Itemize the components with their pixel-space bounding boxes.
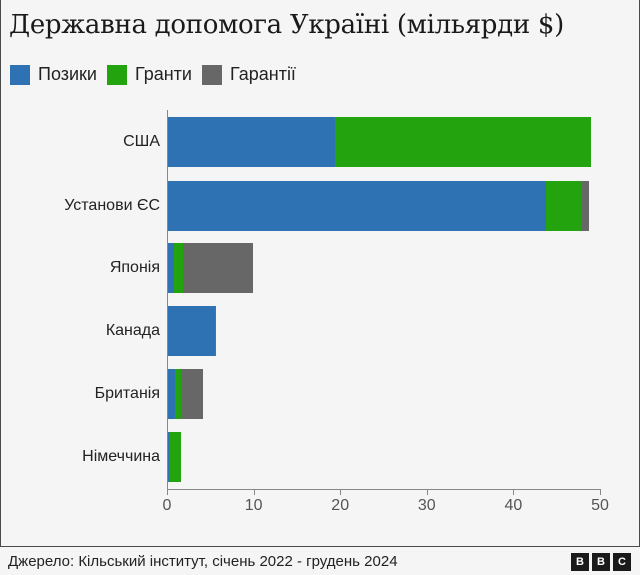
bar-segment-guarantees (180, 369, 203, 419)
bar-britain (168, 369, 203, 419)
category-label-germany: Німеччина (82, 448, 160, 465)
bar-segment-loans (168, 243, 175, 293)
legend-label-loans: Позики (38, 64, 97, 84)
x-tick-label: 10 (244, 497, 263, 514)
bar-segment-loans (168, 432, 169, 482)
bar-japan (168, 243, 253, 293)
x-tick (167, 489, 168, 495)
x-tick-label: 50 (591, 497, 609, 514)
x-tick (426, 489, 428, 495)
category-label-canada: Канада (105, 322, 160, 339)
x-tick-label: 30 (417, 497, 436, 514)
legend-item-grants: Гранти (106, 64, 192, 85)
bar-segment-loans (168, 369, 175, 419)
bar-canada (168, 306, 216, 356)
bar-eu (168, 181, 589, 231)
bar-segment-loans (168, 306, 215, 356)
x-tick (600, 489, 601, 495)
x-axis-line (167, 489, 601, 490)
x-tick (513, 489, 515, 495)
bar-segment-loans (168, 117, 336, 167)
bar-usa (168, 117, 591, 167)
category-label-usa: США (123, 133, 160, 150)
bar-segment-grants (168, 432, 181, 482)
bar-segment-grants (335, 117, 591, 167)
legend-swatch-loans (10, 64, 30, 85)
bar-segment-guarantees (182, 243, 253, 293)
x-tick-label: 40 (504, 497, 523, 514)
x-tick-label: 0 (162, 497, 172, 514)
bbc-logo: B B C (568, 553, 631, 571)
category-label-japan: Японія (109, 259, 160, 276)
legend-swatch-grants (106, 64, 127, 85)
bar-segment-grants (545, 181, 582, 231)
legend-item-loans: Позики (10, 64, 97, 85)
legend-item-guarantees: Гарантії (201, 64, 296, 85)
chart-legend: Позики Гранти Гарантії (10, 64, 306, 85)
legend-label-grants: Гранти (134, 64, 192, 84)
bar-segment-grants (214, 306, 216, 356)
bar-segment-guarantees (581, 181, 589, 231)
legend-swatch-guarantees (201, 64, 222, 85)
y-axis-line (167, 110, 168, 490)
category-label-eu: Установи ЄС (64, 197, 160, 214)
category-label-britain: Британія (94, 385, 160, 402)
bar-segment-grants (174, 369, 181, 419)
x-tick (340, 489, 342, 495)
chart-title: Державна допомога Україні (мільярди $) (9, 10, 564, 40)
bbc-logo-letter: B (592, 553, 610, 571)
bar-segment-loans (168, 181, 546, 231)
bbc-logo-letter: B (571, 553, 589, 571)
bar-segment-grants (174, 243, 183, 293)
x-tick (253, 489, 255, 495)
legend-label-guarantees: Гарантії (229, 64, 296, 84)
bbc-logo-letter: C (613, 553, 631, 571)
bar-germany (168, 432, 181, 482)
x-tick-label: 20 (331, 497, 350, 514)
source-note: Джерело: Кільський інститут, січень 2022… (8, 553, 398, 570)
